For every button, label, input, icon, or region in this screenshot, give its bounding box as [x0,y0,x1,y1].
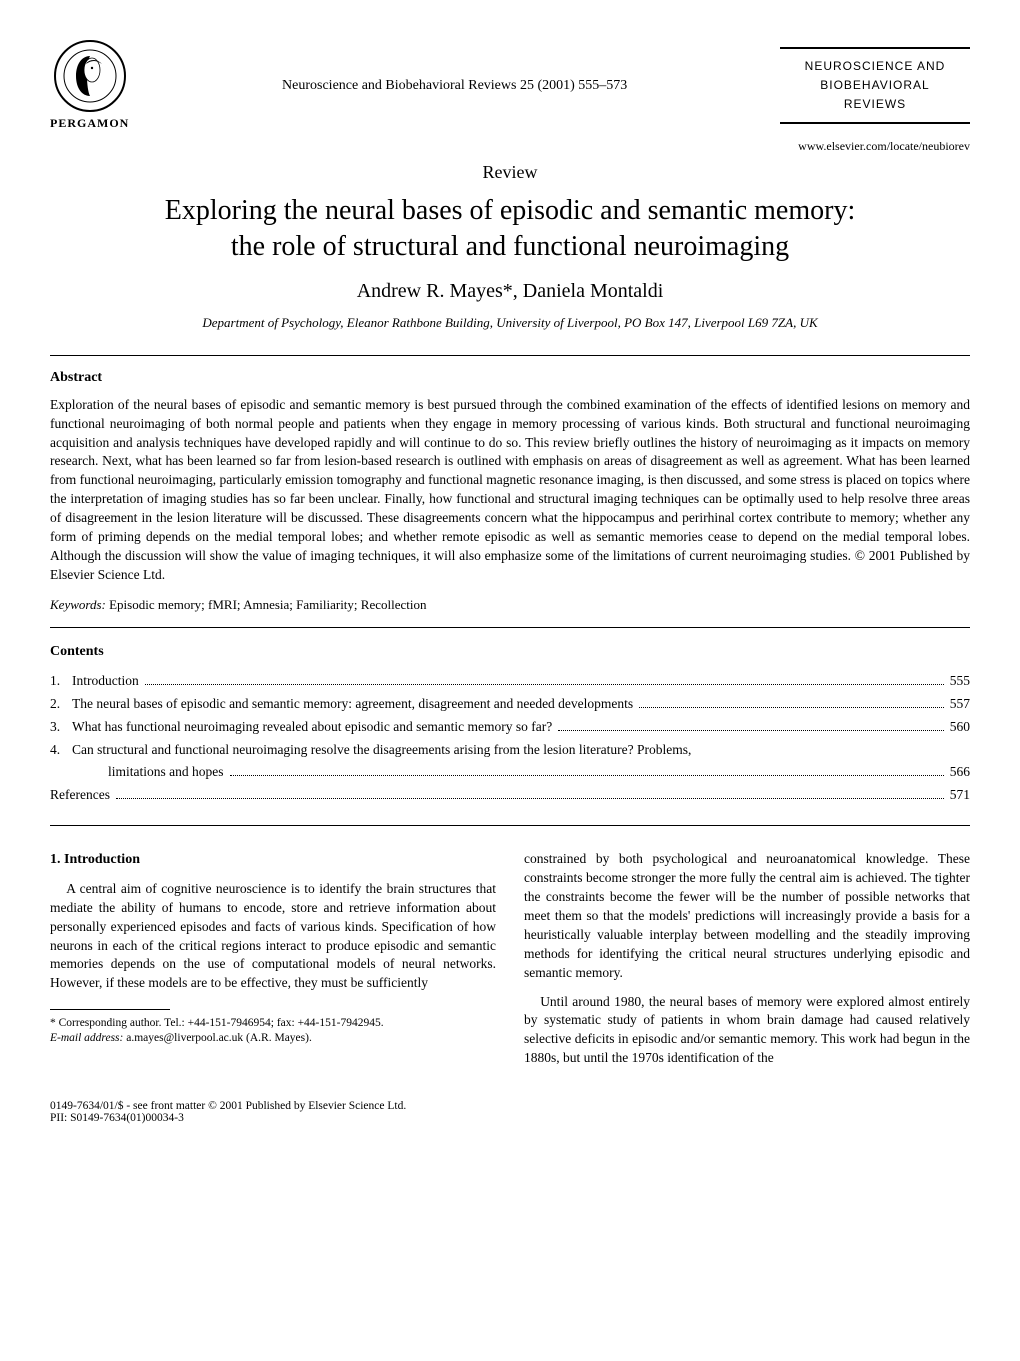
table-of-contents: 1. Introduction 555 2. The neural bases … [50,670,970,808]
title-line: the role of structural and functional ne… [231,231,789,262]
divider [50,355,970,356]
authors: Andrew R. Mayes*, Daniela Montaldi [50,280,970,303]
toc-page: 557 [950,693,970,716]
toc-row: 4. Can structural and functional neuroim… [50,739,970,762]
toc-leader-dots [230,764,944,776]
body-paragraph: constrained by both psychological and ne… [524,850,970,982]
right-column: constrained by both psychological and ne… [524,850,970,1078]
abstract-text: Exploration of the neural bases of episo… [50,396,970,585]
bottom-metadata: 0149-7634/01/$ - see front matter © 2001… [50,1100,970,1124]
toc-page: 571 [950,784,970,807]
toc-leader-dots [145,673,944,685]
toc-leader-dots [558,718,944,730]
toc-label: What has functional neuroimaging reveale… [72,716,552,739]
publisher-name: PERGAMON [50,116,129,131]
toc-label: References [50,784,110,807]
section-heading: 1. Introduction [50,850,496,870]
pergamon-head-icon [54,40,126,112]
body-paragraph: Until around 1980, the neural bases of m… [524,993,970,1069]
journal-box-line: REVIEWS [786,95,964,114]
divider [50,825,970,826]
toc-row: References 571 [50,784,970,807]
toc-num: 4. [50,739,72,762]
toc-row: limitations and hopes 566 [50,761,970,784]
keywords-text: Episodic memory; fMRI; Amnesia; Familiar… [109,597,426,612]
toc-label: The neural bases of episodic and semanti… [72,693,633,716]
article-type-label: Review [50,162,970,183]
footnote-text: * Corresponding author. Tel.: +44-151-79… [50,1016,496,1031]
toc-page: 566 [950,761,970,784]
title-line: Exploring the neural bases of episodic a… [165,195,855,226]
toc-label: limitations and hopes [72,761,224,784]
affiliation: Department of Psychology, Eleanor Rathbo… [50,315,970,331]
toc-row: 3. What has functional neuroimaging reve… [50,716,970,739]
corresponding-author-footnote: * Corresponding author. Tel.: +44-151-79… [50,1016,496,1046]
publisher-logo-block: PERGAMON [50,40,129,131]
toc-row: 1. Introduction 555 [50,670,970,693]
abstract-heading: Abstract [50,370,970,386]
toc-page: 555 [950,670,970,693]
toc-leader-dots [639,695,944,707]
toc-leader-dots [116,787,944,799]
body-paragraph: A central aim of cognitive neuroscience … [50,880,496,993]
toc-row: 2. The neural bases of episodic and sema… [50,693,970,716]
email-label: E-mail address: [50,1032,123,1044]
email-text: a.mayes@liverpool.ac.uk (A.R. Mayes). [126,1032,312,1044]
toc-label: Can structural and functional neuroimagi… [72,739,691,762]
journal-box-line: BIOBEHAVIORAL [786,76,964,95]
toc-num: 3. [50,716,72,739]
article-title: Exploring the neural bases of episodic a… [50,193,970,266]
toc-page: 560 [950,716,970,739]
journal-box-line: NEUROSCIENCE AND [786,57,964,76]
pii-line: PII: S0149-7634(01)00034-3 [50,1112,970,1124]
footnote-divider [50,1009,170,1010]
journal-title-box: NEUROSCIENCE AND BIOBEHAVIORAL REVIEWS [780,47,970,125]
toc-num: 2. [50,693,72,716]
journal-url: www.elsevier.com/locate/neubiorev [50,139,970,154]
toc-label: Introduction [72,670,139,693]
keywords-label: Keywords: [50,597,106,612]
copyright-line: 0149-7634/01/$ - see front matter © 2001… [50,1100,970,1112]
toc-num: 1. [50,670,72,693]
journal-citation: Neuroscience and Biobehavioral Reviews 2… [129,78,780,94]
keywords: Keywords: Episodic memory; fMRI; Amnesia… [50,597,970,613]
divider [50,627,970,628]
contents-heading: Contents [50,644,970,660]
left-column: 1. Introduction A central aim of cogniti… [50,850,496,1078]
